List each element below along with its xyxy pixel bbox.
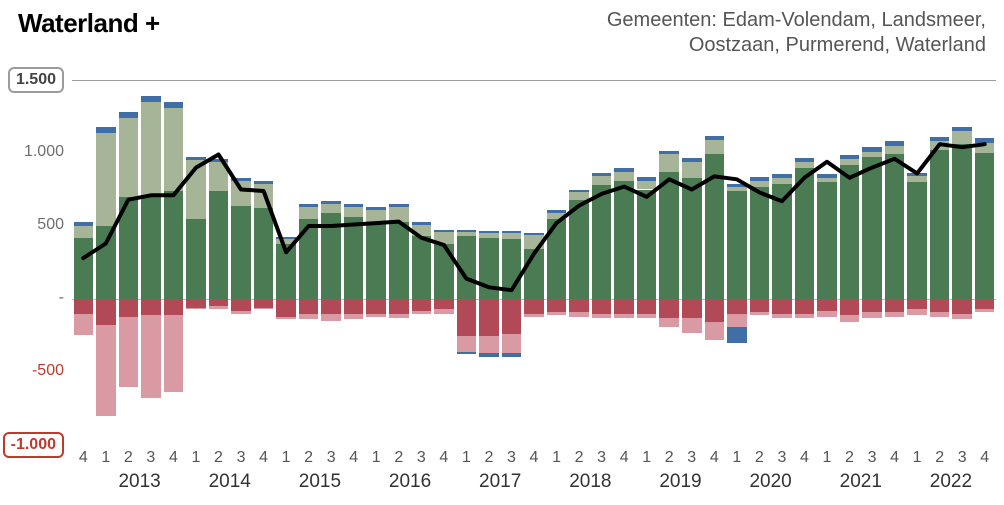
quarter-label: 1 xyxy=(906,449,929,467)
quarter-label: 4 xyxy=(252,449,275,467)
quarter-label: 1 xyxy=(275,449,298,467)
quarter-label: 4 xyxy=(523,449,546,467)
year-label: 2022 xyxy=(906,471,996,493)
quarter-label: 2 xyxy=(838,449,861,467)
quarter-label: 3 xyxy=(861,449,884,467)
quarter-label: 2 xyxy=(478,449,501,467)
quarter-label: 3 xyxy=(410,449,433,467)
y-tick-label: 500 xyxy=(37,216,64,234)
quarter-label: 1 xyxy=(635,449,658,467)
quarter-label: 4 xyxy=(613,449,636,467)
year-label: 2019 xyxy=(635,471,725,493)
y-tick-label: 1.000 xyxy=(24,143,64,161)
quarter-label: 2 xyxy=(207,449,230,467)
quarter-label: 4 xyxy=(342,449,365,467)
quarter-label: 3 xyxy=(590,449,613,467)
y-tick-label: 1.500 xyxy=(8,67,64,93)
subtitle: Gemeenten: Edam-Volendam, Landsmeer, Oos… xyxy=(607,8,986,58)
quarter-label: 3 xyxy=(771,449,794,467)
page-title: Waterland + xyxy=(18,8,160,39)
year-label: 2015 xyxy=(275,471,365,493)
quarter-label: 4 xyxy=(793,449,816,467)
quarter-label: 2 xyxy=(658,449,681,467)
quarter-label: 3 xyxy=(140,449,163,467)
year-label: 2017 xyxy=(455,471,545,493)
quarter-label: 2 xyxy=(117,449,140,467)
quarter-label: 2 xyxy=(928,449,951,467)
quarter-label: 1 xyxy=(455,449,478,467)
subtitle-line1: Gemeenten: Edam-Volendam, Landsmeer, xyxy=(607,9,986,31)
year-label: 2013 xyxy=(95,471,185,493)
quarter-label: 4 xyxy=(162,449,185,467)
subtitle-line2: Oostzaan, Purmerend, Waterland xyxy=(689,34,986,56)
quarter-label: 1 xyxy=(365,449,388,467)
quarter-label: 3 xyxy=(500,449,523,467)
quarter-label: 2 xyxy=(297,449,320,467)
year-label: 2018 xyxy=(545,471,635,493)
quarter-label: 3 xyxy=(320,449,343,467)
quarter-label: 1 xyxy=(726,449,749,467)
quarter-label: 4 xyxy=(433,449,456,467)
quarter-label: 3 xyxy=(230,449,253,467)
y-tick-label: -1.000 xyxy=(3,432,64,458)
chart-area: 1.5001.000500--500-1.0004123412341234123… xyxy=(72,80,996,445)
y-tick-label: -500 xyxy=(32,362,64,380)
quarter-label: 3 xyxy=(680,449,703,467)
y-tick-label: - xyxy=(59,289,64,307)
quarter-label: 2 xyxy=(568,449,591,467)
quarter-label: 1 xyxy=(95,449,118,467)
quarter-label: 4 xyxy=(973,449,996,467)
net-line xyxy=(72,80,996,445)
quarter-label: 1 xyxy=(816,449,839,467)
quarter-label: 4 xyxy=(72,449,95,467)
quarter-label: 2 xyxy=(388,449,411,467)
quarter-label: 1 xyxy=(185,449,208,467)
quarter-label: 4 xyxy=(703,449,726,467)
quarter-label: 4 xyxy=(883,449,906,467)
quarter-label: 3 xyxy=(951,449,974,467)
quarter-label: 1 xyxy=(545,449,568,467)
year-label: 2021 xyxy=(816,471,906,493)
year-label: 2020 xyxy=(726,471,816,493)
year-label: 2014 xyxy=(185,471,275,493)
quarter-label: 2 xyxy=(748,449,771,467)
year-label: 2016 xyxy=(365,471,455,493)
